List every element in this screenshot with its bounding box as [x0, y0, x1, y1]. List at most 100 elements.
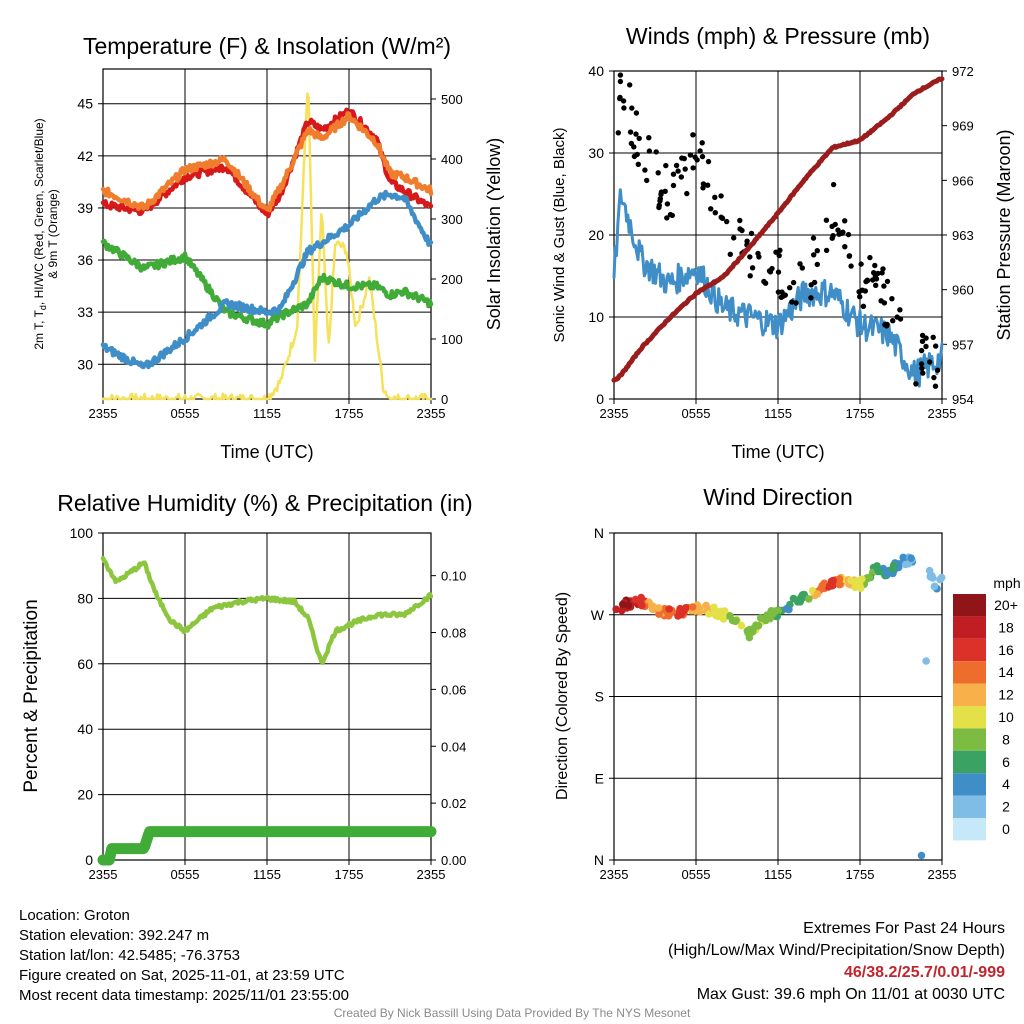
gust-point — [860, 303, 867, 309]
gust-point — [884, 278, 891, 285]
y-tick-label-temp: 36 — [77, 252, 93, 268]
gust-point — [681, 155, 687, 162]
gust-point — [705, 158, 712, 165]
wind-direction-point — [873, 564, 882, 573]
x-tick-label-temp: 1155 — [253, 406, 281, 421]
y-tick-label-temp: 30 — [77, 356, 93, 372]
wind-direction-point — [705, 610, 713, 618]
wind-direction-point — [765, 613, 774, 622]
wind-direction-point — [612, 605, 620, 614]
colorbar-swatch — [953, 638, 986, 662]
gust-point — [923, 335, 929, 341]
y2-tick-label-temp: 0 — [441, 392, 448, 407]
y-axis-label-wind-direction: Direction (Colored By Speed) — [554, 592, 571, 800]
y2-tick-label-rh: 0.06 — [441, 682, 466, 697]
y2-tick-label-winds: 960 — [952, 283, 974, 298]
gust-point — [766, 268, 773, 274]
x-tick-label-rh: 1155 — [253, 867, 281, 882]
x-tick-label-temp: 2355 — [89, 406, 118, 421]
x-tick-label-winds: 2355 — [600, 406, 629, 421]
gust-point — [737, 226, 743, 232]
wind-direction-point — [936, 575, 944, 584]
gust-point — [842, 218, 848, 224]
gust-point — [913, 381, 919, 387]
gust-point — [845, 231, 852, 238]
gust-point — [615, 130, 621, 136]
gust-point — [880, 266, 886, 272]
chart-title-temperature: Temperature (F) & Insolation (W/m²) — [83, 33, 451, 59]
gust-point — [617, 72, 624, 78]
gust-point — [799, 265, 805, 271]
colorbar-label: 0 — [1002, 821, 1010, 837]
wind-direction-point — [771, 607, 780, 615]
gust-point — [857, 294, 863, 300]
gust-point — [724, 218, 730, 225]
y2-tick-label-temp: 300 — [441, 212, 463, 227]
gust-point — [823, 217, 830, 223]
colorbar-swatch — [953, 594, 986, 617]
colorbar-swatch — [953, 773, 986, 796]
gust-point — [919, 365, 925, 371]
gust-point — [705, 182, 711, 188]
chart-title-humidity: Relative Humidity (%) & Precipitation (i… — [57, 490, 472, 516]
y-tick-label-rh: 20 — [77, 787, 93, 803]
gust-point — [842, 244, 848, 250]
extremes-panel: Extremes For Past 24 Hours (High/Low/Max… — [668, 918, 1005, 1006]
gust-point — [775, 269, 782, 275]
gust-point — [675, 168, 681, 174]
colorbar-label: 12 — [998, 687, 1014, 703]
extremes-subtitle: (High/Low/Max Wind/Precipitation/Snow De… — [667, 942, 1005, 959]
gust-point — [682, 166, 688, 172]
wind-direction-point — [917, 851, 926, 860]
gust-point — [808, 295, 814, 301]
colorbar-swatch — [953, 706, 986, 729]
colorbar-label: 10 — [998, 709, 1014, 725]
gust-point — [883, 323, 890, 329]
colorbar-swatch — [953, 661, 986, 684]
plot-frame-rh — [102, 532, 432, 861]
y-tick-label-rh: 80 — [77, 590, 93, 606]
gust-point — [635, 161, 641, 167]
gust-point — [858, 261, 864, 267]
x-tick-label-winds: 0555 — [682, 406, 711, 421]
gust-point — [664, 201, 671, 207]
series-solar-insolation — [101, 92, 433, 401]
wind-direction-point — [818, 581, 827, 590]
x-tick-label-rh: 2355 — [89, 867, 118, 882]
gust-point — [846, 253, 852, 259]
y2-tick-label-winds: 954 — [952, 392, 974, 407]
gust-point — [684, 190, 690, 197]
wind-direction-point — [813, 590, 822, 598]
x-tick-label-wdir: 0555 — [682, 867, 711, 882]
gust-point — [840, 229, 846, 235]
y-tick-label-winds: 0 — [596, 391, 604, 407]
gust-point — [678, 174, 684, 180]
y2-tick-label-winds: 963 — [952, 228, 974, 243]
gust-point — [718, 214, 724, 220]
gust-point — [797, 261, 803, 267]
gust-point — [646, 148, 653, 154]
colorbar-swatch — [953, 683, 986, 706]
colorbar-label: 8 — [1002, 731, 1010, 747]
y2-tick-label-temp: 400 — [441, 152, 463, 167]
wind-direction-point — [654, 604, 663, 612]
gust-point — [832, 221, 838, 228]
gust-point — [692, 154, 698, 160]
colorbar-label: 2 — [1002, 799, 1010, 815]
gust-point — [620, 98, 627, 104]
credit-line: Created By Nick Bassill Using Data Provi… — [333, 1006, 691, 1020]
x-tick-label-winds: 2355 — [928, 406, 957, 421]
gust-point — [814, 261, 820, 268]
gust-point — [931, 374, 937, 381]
gust-point — [697, 148, 703, 154]
gust-point — [920, 370, 926, 376]
gust-point — [699, 140, 705, 146]
y2-tick-label-rh: 0.08 — [441, 626, 466, 641]
y2-tick-label-temp: 500 — [441, 92, 463, 107]
y2-tick-label-rh: 0.00 — [441, 853, 466, 868]
series-relative-humidity — [100, 555, 434, 666]
gust-point — [810, 235, 817, 241]
gust-point — [670, 171, 677, 177]
gust-point — [761, 278, 767, 285]
gust-point — [780, 293, 786, 299]
